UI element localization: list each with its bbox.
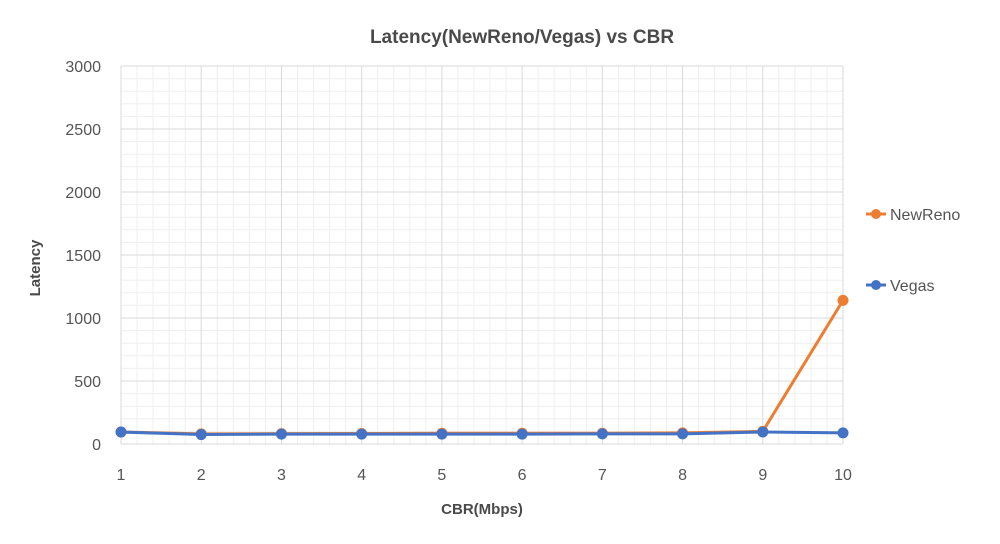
legend-label-vegas: Vegas bbox=[890, 278, 934, 295]
data-point-newreno bbox=[837, 294, 849, 306]
x-tick-label: 4 bbox=[357, 467, 366, 484]
series-lines bbox=[115, 294, 849, 441]
x-axis-title: CBR(Mbps) bbox=[441, 501, 523, 518]
y-axis-title: Latency bbox=[27, 239, 44, 296]
x-tick-label: 5 bbox=[437, 467, 446, 484]
data-point-vegas bbox=[837, 427, 849, 439]
y-tick-label: 3000 bbox=[65, 59, 101, 76]
x-tick-label: 7 bbox=[598, 467, 607, 484]
x-tick-label: 1 bbox=[117, 467, 126, 484]
x-tick-label: 8 bbox=[678, 467, 687, 484]
x-tick-label: 3 bbox=[277, 467, 286, 484]
y-tick-label: 1000 bbox=[65, 311, 101, 328]
legend-label-newreno: NewReno bbox=[890, 207, 960, 224]
y-tick-label: 1500 bbox=[65, 248, 101, 265]
gridlines bbox=[120, 65, 844, 445]
x-tick-label: 10 bbox=[834, 467, 852, 484]
x-tick-label: 9 bbox=[758, 467, 767, 484]
legend: NewReno Vegas bbox=[866, 207, 960, 295]
x-tick-label: 2 bbox=[197, 467, 206, 484]
legend-marker-newreno bbox=[871, 209, 881, 219]
x-tick-label: 6 bbox=[518, 467, 527, 484]
data-point-vegas bbox=[275, 428, 287, 440]
data-point-vegas bbox=[677, 428, 689, 440]
series-line-vegas bbox=[120, 430, 844, 437]
data-point-vegas bbox=[757, 426, 769, 438]
y-tick-label: 0 bbox=[92, 437, 101, 454]
legend-marker-vegas bbox=[871, 280, 881, 290]
series-line-newreno bbox=[120, 299, 845, 436]
data-point-vegas bbox=[195, 429, 207, 441]
y-tick-label: 2000 bbox=[65, 185, 101, 202]
data-point-vegas bbox=[596, 428, 608, 440]
chart-title: Latency(NewReno/Vegas) vs CBR bbox=[370, 27, 674, 48]
data-point-vegas bbox=[115, 426, 127, 438]
data-point-vegas bbox=[356, 428, 368, 440]
y-tick-label: 2500 bbox=[65, 122, 101, 139]
data-point-vegas bbox=[516, 428, 528, 440]
data-point-vegas bbox=[436, 428, 448, 440]
axes: 0 500 1000 1500 2000 2500 3000 1 2 3 4 5 6 7 8 9 10 bbox=[65, 59, 852, 484]
y-tick-label: 500 bbox=[74, 374, 101, 391]
